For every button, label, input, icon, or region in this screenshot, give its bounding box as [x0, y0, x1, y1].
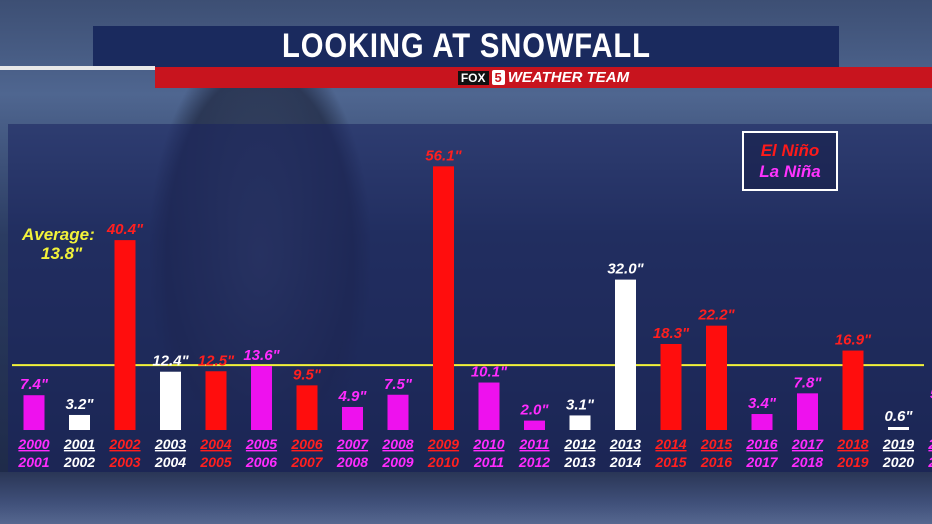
- accent-stripe: [0, 66, 155, 70]
- bar-value-label: 9.5": [293, 366, 322, 383]
- bar-value-label: 2.0": [520, 402, 550, 419]
- bar-value-label: 7.8": [794, 374, 823, 391]
- season-end-label: 2006: [245, 454, 277, 470]
- season-end-label: 2019: [836, 454, 868, 470]
- season-start-label: 2013: [609, 436, 641, 452]
- bar-2012-2013: [569, 415, 591, 430]
- season-start-label: 2014: [654, 436, 686, 452]
- season-end-label: 2014: [609, 454, 641, 470]
- season-end-label: 2013: [563, 454, 595, 470]
- bar-value-label: 7.4": [20, 376, 49, 393]
- season-start-label: 2018: [836, 436, 868, 452]
- page-title: LOOKING AT SNOWFALL: [281, 27, 651, 65]
- bar-value-label: 7.5": [384, 376, 413, 393]
- bar-value-label: 3.1": [566, 396, 595, 413]
- season-end-label: 2001: [17, 454, 49, 470]
- bar-value-label: 40.4": [106, 221, 144, 238]
- bar-value-label: 3.2": [66, 396, 95, 413]
- bar-value-label: 32.0": [607, 261, 644, 278]
- brand-fox: FOX: [457, 70, 489, 85]
- bar-value-label: 0.6": [885, 408, 914, 425]
- season-end-label: 2021: [927, 454, 932, 470]
- season-start-label: 2011: [518, 436, 549, 452]
- brand-text: WEATHER TEAM: [507, 69, 630, 86]
- bar-value-label: 56.1": [425, 147, 462, 164]
- season-start-label: 2009: [427, 436, 459, 452]
- bar-2005-2006: [251, 366, 272, 430]
- season-end-label: 2003: [108, 454, 140, 470]
- season-start-label: 2016: [745, 436, 777, 452]
- season-end-label: 2007: [290, 454, 323, 470]
- bar-2016-2017: [751, 414, 773, 430]
- season-start-label: 2008: [381, 436, 413, 452]
- bar-2003-2004: [160, 371, 181, 430]
- legend: El Niño La Niña: [742, 131, 838, 191]
- average-value: 13.8": [41, 244, 83, 263]
- bar-2007-2008: [342, 406, 363, 430]
- bar-value-label: 12.5": [198, 352, 235, 369]
- legend-la-nina: La Niña: [759, 162, 821, 181]
- season-end-label: 2008: [336, 454, 368, 470]
- bar-2017-2018: [797, 393, 818, 430]
- average-label: Average:: [21, 225, 95, 244]
- season-end-label: 2016: [700, 454, 732, 470]
- bar-value-label: 3.4": [748, 395, 777, 412]
- bar-2006-2007: [296, 385, 318, 430]
- legend-el-nino: El Niño: [760, 141, 820, 160]
- season-start-label: 2001: [63, 436, 95, 452]
- season-start-label: 2003: [154, 436, 186, 452]
- bar-value-label: 5.4": [930, 386, 932, 403]
- season-start-label: 2017: [791, 436, 824, 452]
- season-end-label: 2017: [745, 454, 778, 470]
- brand-bar: FOX 5 WEATHER TEAM: [155, 67, 932, 88]
- season-end-label: 2020: [882, 454, 914, 470]
- season-end-label: 2002: [63, 454, 95, 470]
- brand-number: 5: [491, 70, 505, 85]
- bar-2014-2015: [660, 343, 682, 430]
- bar-2009-2010: [433, 166, 454, 430]
- season-end-label: 2010: [427, 454, 459, 470]
- title-banner: LOOKING AT SNOWFALL: [93, 26, 839, 67]
- bar-2011-2012: [524, 420, 545, 430]
- season-start-label: 2015: [700, 436, 732, 452]
- bar-2018-2019: [842, 350, 864, 430]
- bar-value-label: 4.9": [338, 388, 368, 405]
- bar-2010-2011: [478, 382, 500, 430]
- season-start-label: 2007: [336, 436, 369, 452]
- bar-2019-2020: [888, 427, 909, 430]
- bar-value-label: 12.4": [152, 353, 189, 370]
- bar-value-label: 13.6": [243, 347, 280, 364]
- bar-2000-2001: [23, 395, 45, 430]
- season-start-label: 2000: [17, 436, 49, 452]
- fox5-logo: FOX 5 WEATHER TEAM: [457, 69, 630, 86]
- season-start-label: 2019: [882, 436, 914, 452]
- season-end-label: 2018: [791, 454, 823, 470]
- bar-2008-2009: [387, 394, 409, 430]
- season-start-label: 2006: [290, 436, 322, 452]
- season-start-label: 2002: [108, 436, 140, 452]
- season-end-label: 2009: [381, 454, 413, 470]
- bar-value-label: 10.1": [471, 364, 508, 381]
- season-end-label: 2011: [473, 454, 504, 470]
- bar-2004-2005: [205, 371, 227, 430]
- season-start-label: 2004: [199, 436, 231, 452]
- season-end-label: 2005: [199, 454, 231, 470]
- season-start-label: 2012: [563, 436, 595, 452]
- bar-2002-2003: [114, 240, 136, 430]
- season-end-label: 2012: [518, 454, 550, 470]
- bar-2001-2002: [69, 414, 90, 430]
- season-end-label: 2004: [154, 454, 186, 470]
- bar-2015-2016: [706, 325, 727, 430]
- bar-2013-2014: [615, 279, 636, 430]
- season-end-label: 2015: [654, 454, 686, 470]
- season-start-label: 2010: [472, 436, 504, 452]
- bar-value-label: 16.9": [835, 332, 872, 349]
- bar-value-label: 22.2": [697, 307, 735, 324]
- bar-value-label: 18.3": [653, 325, 690, 342]
- season-start-label: 2005: [245, 436, 277, 452]
- skyline-footer: [0, 472, 932, 524]
- season-start-label: 2020: [927, 436, 932, 452]
